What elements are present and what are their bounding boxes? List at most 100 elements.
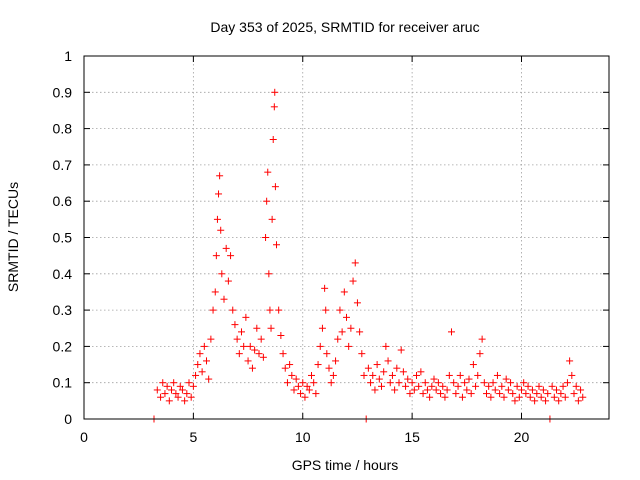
data-point bbox=[255, 350, 263, 358]
data-point bbox=[308, 371, 315, 379]
data-point bbox=[157, 393, 165, 401]
y-tick-label: 0.4 bbox=[53, 266, 73, 282]
data-point bbox=[421, 379, 429, 387]
data-point bbox=[181, 397, 189, 405]
data-point bbox=[500, 393, 508, 401]
data-point bbox=[229, 306, 237, 314]
data-point bbox=[380, 368, 388, 376]
data-point bbox=[336, 306, 344, 314]
data-point bbox=[432, 386, 440, 394]
data-point bbox=[439, 382, 447, 390]
data-point bbox=[321, 284, 329, 292]
data-point bbox=[577, 386, 585, 394]
data-point bbox=[487, 393, 495, 401]
data-point bbox=[329, 371, 337, 379]
data-point bbox=[531, 397, 539, 405]
y-axis-label: SRMTID / TECUs bbox=[5, 182, 21, 292]
data-point bbox=[303, 382, 311, 390]
data-point bbox=[322, 306, 330, 314]
data-point bbox=[467, 390, 475, 398]
data-point bbox=[189, 382, 197, 390]
data-point bbox=[353, 299, 361, 307]
data-point bbox=[270, 103, 278, 111]
data-point bbox=[212, 252, 220, 260]
data-point bbox=[511, 397, 519, 405]
data-point bbox=[364, 364, 372, 372]
data-point bbox=[393, 364, 401, 372]
data-point bbox=[483, 390, 490, 398]
data-point bbox=[288, 371, 296, 379]
data-point bbox=[419, 390, 427, 398]
data-point bbox=[537, 393, 545, 401]
data-point bbox=[522, 390, 530, 398]
data-point bbox=[391, 386, 399, 394]
data-point bbox=[218, 270, 226, 278]
data-point bbox=[561, 393, 569, 401]
data-point bbox=[301, 393, 309, 401]
data-point bbox=[196, 350, 204, 358]
data-point bbox=[493, 371, 501, 379]
data-point bbox=[271, 183, 279, 191]
data-point bbox=[454, 382, 462, 390]
data-point bbox=[318, 324, 326, 332]
data-point bbox=[271, 88, 279, 96]
data-point bbox=[360, 371, 368, 379]
data-point bbox=[443, 386, 451, 394]
data-point bbox=[172, 390, 180, 398]
data-point bbox=[574, 397, 582, 405]
y-tick-label: 0.9 bbox=[53, 84, 73, 100]
x-tick-label: 15 bbox=[404, 429, 420, 445]
data-point bbox=[382, 342, 390, 350]
plot-frame bbox=[83, 55, 610, 420]
data-point bbox=[566, 357, 574, 365]
data-point bbox=[257, 335, 265, 343]
data-point bbox=[533, 390, 541, 398]
x-tick-label: 5 bbox=[189, 429, 197, 445]
data-point bbox=[227, 252, 235, 260]
data-point bbox=[413, 371, 420, 379]
data-point bbox=[286, 361, 294, 369]
data-point bbox=[314, 361, 322, 369]
data-point bbox=[269, 135, 277, 143]
data-point bbox=[539, 386, 547, 394]
data-point bbox=[384, 357, 392, 365]
data-point bbox=[480, 379, 488, 387]
data-point bbox=[251, 346, 259, 354]
data-point bbox=[240, 342, 248, 350]
data-point bbox=[294, 382, 302, 390]
y-tick-label: 0.8 bbox=[53, 121, 73, 137]
data-point bbox=[476, 350, 484, 358]
data-point bbox=[548, 382, 556, 390]
data-point bbox=[498, 382, 506, 390]
data-point bbox=[292, 375, 300, 383]
data-point bbox=[356, 328, 364, 336]
data-point bbox=[463, 386, 471, 394]
grid-lines bbox=[84, 56, 609, 419]
data-point bbox=[279, 350, 287, 358]
y-tick-label: 0.7 bbox=[53, 157, 73, 173]
data-point bbox=[378, 382, 385, 390]
data-point bbox=[290, 386, 298, 394]
data-point bbox=[448, 328, 455, 336]
data-point bbox=[395, 379, 403, 387]
data-point bbox=[273, 241, 280, 249]
data-point bbox=[183, 390, 191, 398]
data-point bbox=[178, 386, 186, 394]
data-point bbox=[563, 379, 571, 387]
data-point bbox=[215, 190, 223, 198]
data-point bbox=[299, 379, 307, 387]
data-point bbox=[281, 364, 289, 372]
data-point bbox=[264, 168, 272, 176]
data-point bbox=[194, 361, 202, 369]
data-point bbox=[371, 386, 379, 394]
data-point bbox=[233, 335, 241, 343]
data-point bbox=[176, 382, 184, 390]
y-tick-label: 0.2 bbox=[53, 338, 73, 354]
data-point bbox=[570, 390, 578, 398]
data-point bbox=[502, 375, 510, 383]
data-point bbox=[343, 313, 350, 321]
data-point bbox=[375, 375, 383, 383]
data-point bbox=[231, 321, 239, 329]
data-point bbox=[235, 350, 243, 358]
data-point bbox=[408, 379, 416, 387]
